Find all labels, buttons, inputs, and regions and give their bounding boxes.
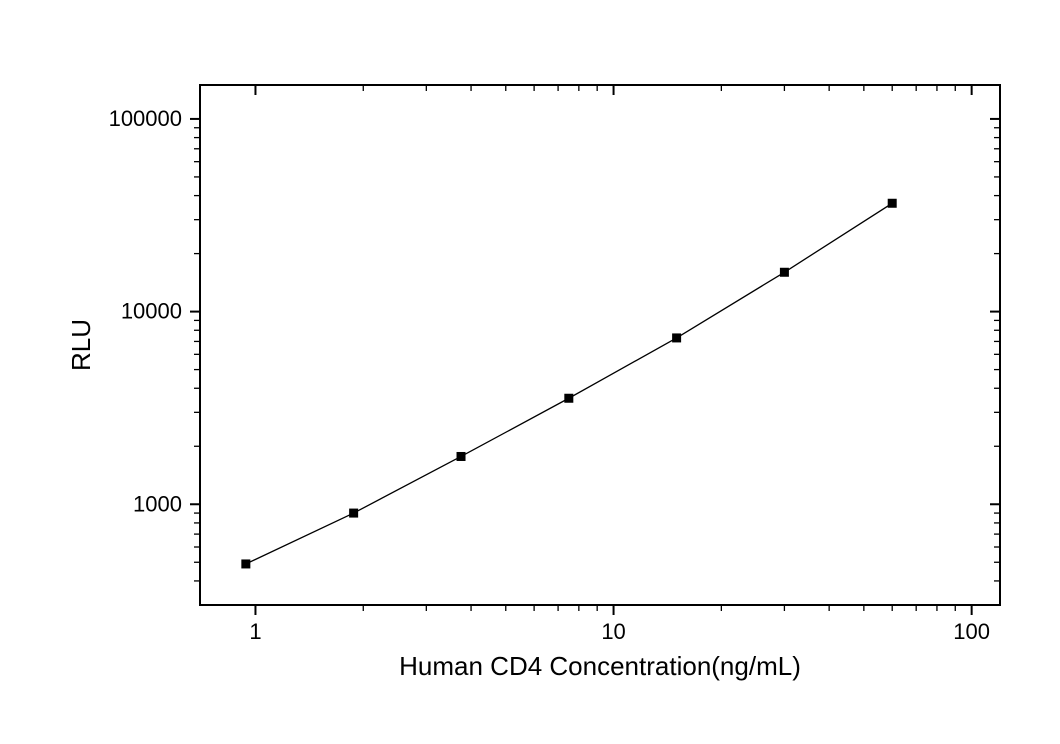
chart-svg: 1 10 100 1000 10000 100000 Human CD4 Concentra… (0, 0, 1060, 744)
data-marker (241, 559, 250, 568)
y-tick-label: 100000 (109, 106, 182, 131)
data-marker (672, 333, 681, 342)
y-tick-label: 1000 (133, 491, 182, 516)
data-marker (457, 452, 466, 461)
chart-container: 1 10 100 1000 10000 100000 Human CD4 Concentra… (0, 0, 1060, 744)
data-marker (564, 394, 573, 403)
data-marker (780, 268, 789, 277)
y-tick-label: 10000 (121, 299, 182, 324)
x-tick-label: 10 (601, 619, 625, 644)
data-marker (349, 509, 358, 518)
data-marker (888, 199, 897, 208)
y-axis-label: RLU (66, 319, 96, 371)
x-axis-label: Human CD4 Concentration(ng/mL) (399, 651, 801, 681)
x-tick-label: 100 (953, 619, 990, 644)
x-tick-label: 1 (249, 619, 261, 644)
